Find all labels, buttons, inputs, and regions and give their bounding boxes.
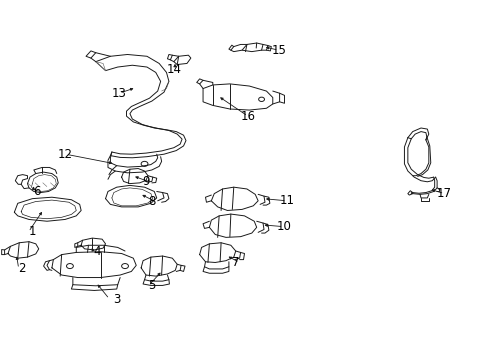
- Text: 17: 17: [436, 187, 451, 200]
- Text: 1: 1: [28, 225, 36, 238]
- Text: 3: 3: [113, 293, 120, 306]
- Text: 7: 7: [232, 256, 239, 269]
- Text: 10: 10: [276, 220, 290, 233]
- Text: 13: 13: [111, 87, 126, 100]
- Text: 2: 2: [19, 262, 26, 275]
- Text: 16: 16: [240, 110, 255, 123]
- Text: 4: 4: [93, 245, 101, 258]
- Text: 8: 8: [148, 195, 155, 208]
- Text: 5: 5: [148, 279, 156, 292]
- Text: 15: 15: [271, 44, 285, 57]
- Text: 6: 6: [33, 185, 41, 198]
- Text: 12: 12: [58, 148, 73, 161]
- Text: 9: 9: [142, 175, 149, 188]
- Text: 14: 14: [167, 63, 182, 76]
- Text: 11: 11: [279, 194, 294, 207]
